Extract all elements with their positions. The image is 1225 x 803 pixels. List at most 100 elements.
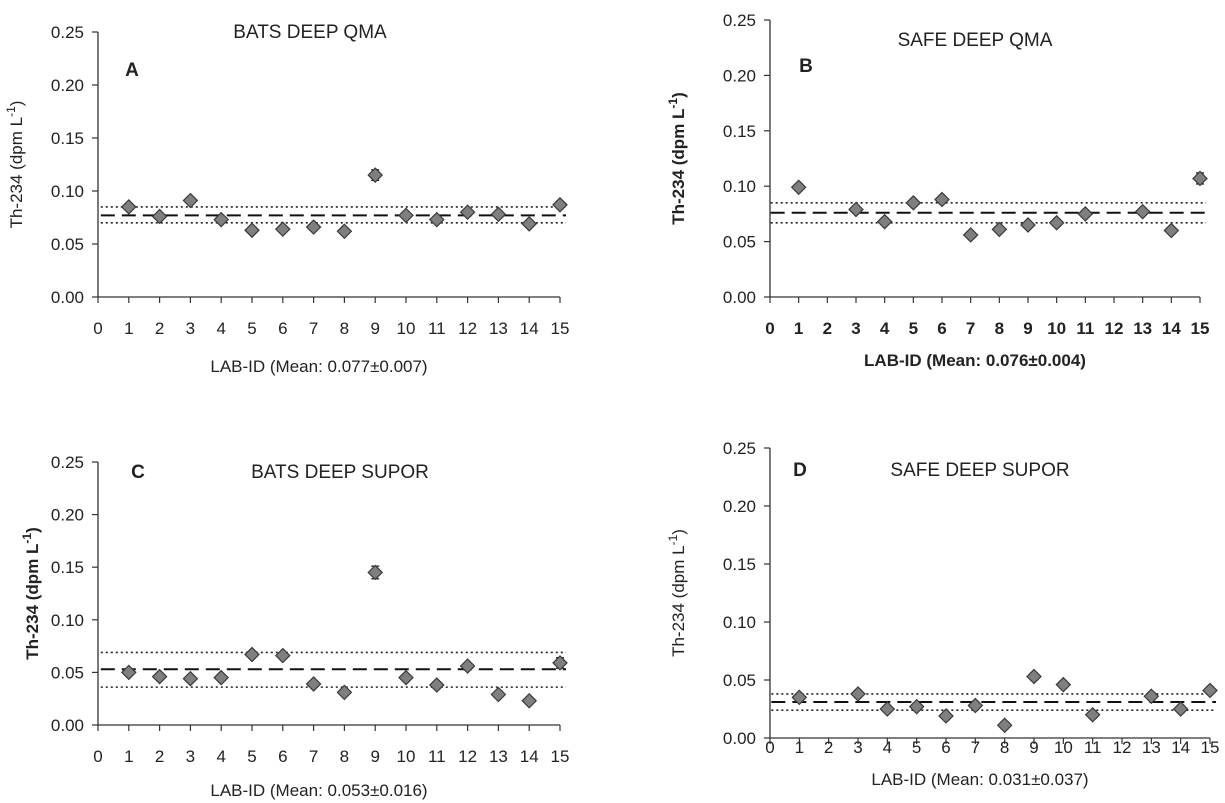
panel-letter: A	[125, 60, 139, 81]
data-point	[1020, 217, 1036, 233]
data-point	[182, 192, 199, 209]
x-tick-label: 9	[370, 319, 379, 338]
x-tick-label: 11	[1084, 738, 1102, 757]
x-tick-label: 13	[1133, 319, 1152, 338]
x-tick-label: 15	[1191, 319, 1210, 338]
data-point	[1048, 214, 1065, 231]
x-tick-label: 14	[1162, 319, 1181, 338]
data-point	[552, 655, 568, 671]
data-point	[1163, 222, 1180, 239]
x-tick-label: 11	[428, 319, 446, 338]
y-tick-label: 0.20	[723, 497, 756, 516]
x-tick-label: 3	[851, 319, 860, 338]
y-axis-label-superscript: -1	[666, 98, 680, 109]
x-tick-label: 4	[216, 319, 225, 338]
y-tick-label: 0.05	[51, 663, 84, 682]
x-tick-label: 9	[1029, 738, 1038, 757]
y-axis-label: Th-234 (dpm L-1)	[20, 527, 42, 660]
data-point	[1202, 682, 1218, 699]
data-point	[1143, 688, 1160, 705]
y-tick-label: 0.15	[723, 122, 756, 141]
data-point	[151, 668, 168, 685]
x-tick-label: 6	[937, 319, 946, 338]
data-point	[552, 196, 568, 213]
data-point	[244, 646, 260, 663]
x-tick-label: 5	[909, 319, 918, 338]
x-axis-label: LAB-ID (Mean: 0.031±0.037)	[871, 770, 1088, 789]
y-tick-label: 0.10	[723, 177, 756, 196]
y-axis-label-main: Th-234 (dpm L	[669, 545, 688, 657]
y-tick-label: 0.05	[723, 233, 756, 252]
x-tick-label: 14	[520, 319, 539, 338]
data-point	[1077, 206, 1094, 222]
panel-letter: D	[793, 460, 807, 481]
y-tick-label: 0.20	[51, 76, 84, 95]
data-point	[398, 207, 414, 224]
y-axis-label: Th-234 (dpm L-1)	[666, 529, 688, 657]
y-axis-label: Th-234 (dpm L-1)	[666, 92, 688, 225]
x-tick-label: 15	[551, 747, 570, 766]
data-point	[274, 647, 291, 664]
data-point	[848, 201, 864, 218]
y-tick-label: 0.10	[723, 613, 756, 632]
y-axis-label-main: Th-234 (dpm L	[23, 544, 42, 660]
y-tick-label: 0.05	[51, 235, 84, 254]
y-axis-label-end: )	[23, 527, 42, 533]
x-tick-label: 6	[941, 738, 950, 757]
x-tick-label: 6	[278, 747, 287, 766]
data-point	[1192, 170, 1208, 187]
x-axis-label: LAB-ID (Mean: 0.053±0.016)	[210, 781, 427, 800]
chart-title: BATS DEEP SUPOR	[251, 462, 429, 483]
data-point	[521, 692, 538, 709]
data-point	[336, 684, 353, 701]
x-tick-label: 1	[795, 738, 804, 757]
y-axis-label-superscript: -1	[20, 533, 34, 544]
y-tick-label: 0.25	[51, 453, 84, 472]
y-tick-label: 0.00	[51, 288, 84, 307]
x-tick-label: 8	[340, 747, 349, 766]
x-tick-label: 5	[247, 319, 256, 338]
x-tick-label: 2	[823, 319, 832, 338]
data-point	[305, 676, 322, 692]
data-point	[305, 219, 322, 235]
x-axis-label: LAB-ID (Mean: 0.076±0.004)	[864, 351, 1086, 370]
x-tick-label: 12	[1113, 738, 1132, 757]
data-point	[879, 701, 896, 717]
x-tick-label: 7	[309, 747, 318, 766]
x-tick-label: 0	[765, 738, 774, 757]
data-point	[1055, 676, 1072, 693]
x-tick-label: 12	[458, 319, 477, 338]
x-tick-label: 10	[397, 747, 416, 766]
data-point	[428, 211, 445, 228]
y-tick-label: 0.15	[51, 129, 84, 148]
x-tick-label: 11	[428, 747, 446, 766]
x-tick-label: 9	[370, 747, 379, 766]
x-tick-label: 3	[186, 747, 195, 766]
y-axis-label-main: Th-234 (dpm L	[669, 109, 688, 225]
x-tick-label: 10	[1047, 319, 1066, 338]
x-tick-label: 8	[340, 319, 349, 338]
data-point	[490, 686, 507, 703]
x-tick-label: 13	[489, 747, 508, 766]
data-point	[151, 208, 168, 225]
y-tick-label: 0.15	[723, 555, 756, 574]
y-tick-label: 0.10	[51, 611, 84, 630]
data-point	[244, 222, 260, 239]
x-tick-label: 10	[1054, 738, 1073, 757]
data-point	[428, 677, 445, 693]
y-tick-label: 0.15	[51, 558, 84, 577]
x-tick-label: 1	[794, 319, 803, 338]
data-point	[213, 669, 230, 686]
panel-letter: C	[131, 462, 145, 483]
y-tick-label: 0.00	[723, 288, 756, 307]
x-tick-label: 6	[278, 319, 287, 338]
x-tick-label: 7	[966, 319, 975, 338]
y-tick-label: 0.20	[51, 506, 84, 525]
data-point	[459, 658, 476, 674]
y-tick-label: 0.25	[51, 23, 84, 42]
y-axis-label-main: Th-234 (dpm L	[7, 117, 26, 229]
y-axis-label-superscript: -1	[666, 534, 680, 545]
chart-panel-a: 0.000.050.100.150.200.250 1 2 3 4 5 6 7 8 9 10 11 12…	[4, 22, 569, 376]
data-point	[1026, 668, 1042, 685]
data-point	[850, 686, 866, 702]
